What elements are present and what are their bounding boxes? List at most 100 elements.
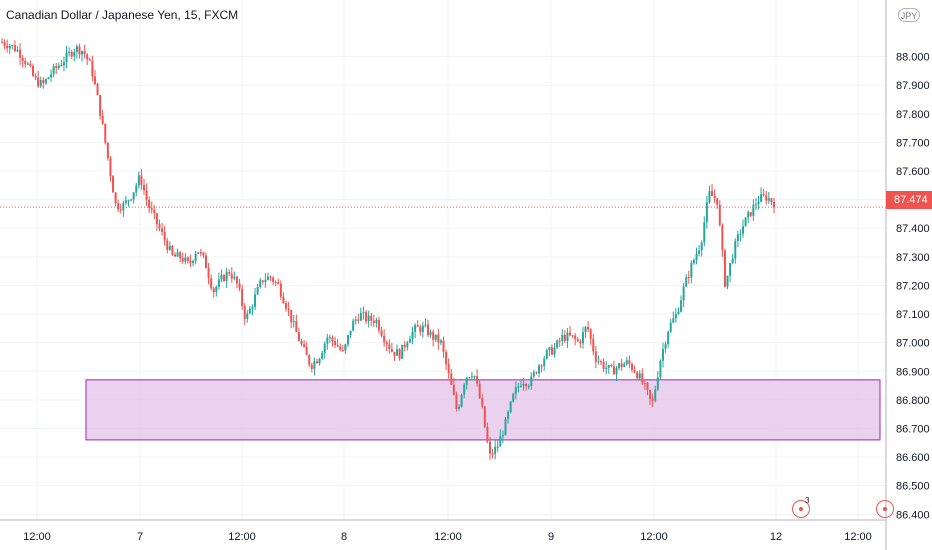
candle-body bbox=[646, 382, 649, 391]
candle-body bbox=[323, 343, 326, 353]
candle-body bbox=[158, 224, 161, 229]
candle-body bbox=[365, 312, 368, 322]
candle-body bbox=[230, 273, 233, 279]
candle-body bbox=[254, 294, 257, 307]
candle-body bbox=[96, 83, 99, 96]
candle-body bbox=[388, 344, 391, 349]
candle-body bbox=[538, 365, 541, 374]
candle-body bbox=[605, 367, 608, 369]
candle-body bbox=[29, 63, 32, 66]
candle-body bbox=[367, 315, 370, 322]
alert-icon-edge[interactable] bbox=[876, 500, 894, 518]
candle-body bbox=[628, 360, 631, 365]
candle-body bbox=[354, 319, 357, 321]
candle-body bbox=[308, 354, 311, 365]
candle-body bbox=[315, 361, 318, 364]
candle-body bbox=[148, 199, 151, 209]
candle-body bbox=[24, 60, 27, 64]
candle-body bbox=[300, 341, 303, 345]
candle-body bbox=[403, 344, 406, 348]
candle-body bbox=[114, 192, 117, 204]
candle-body bbox=[550, 347, 553, 355]
candle-body bbox=[661, 349, 664, 361]
candle-body bbox=[641, 373, 644, 383]
candle-body bbox=[259, 280, 262, 287]
candle-body bbox=[760, 194, 763, 202]
candle-body bbox=[83, 51, 86, 55]
y-tick-label: 87.900 bbox=[896, 80, 930, 92]
alert-dot bbox=[799, 507, 803, 511]
candle-body bbox=[91, 60, 94, 77]
candle-body bbox=[68, 51, 71, 53]
alert-icon[interactable] bbox=[792, 500, 810, 518]
candle-body bbox=[168, 245, 171, 250]
candle-body bbox=[494, 446, 497, 455]
candle-body bbox=[406, 342, 409, 348]
x-tick-label: 12:00 bbox=[23, 531, 51, 543]
candle-body bbox=[127, 200, 130, 202]
candle-body bbox=[452, 384, 455, 395]
candle-body bbox=[548, 347, 551, 351]
candle-body bbox=[62, 62, 65, 66]
candle-body bbox=[233, 276, 236, 279]
candle-body bbox=[341, 349, 344, 351]
candle-body bbox=[99, 95, 102, 116]
candle-body bbox=[326, 337, 329, 344]
candle-body bbox=[313, 361, 316, 369]
candle-body bbox=[140, 175, 143, 186]
candle-body bbox=[633, 369, 636, 373]
candle-body bbox=[204, 255, 207, 269]
candle-body bbox=[543, 358, 546, 366]
candle-body bbox=[649, 390, 652, 399]
candle-body bbox=[692, 259, 695, 264]
candle-body bbox=[88, 59, 91, 61]
y-tick-label: 86.700 bbox=[896, 423, 930, 435]
candle-body bbox=[535, 372, 538, 374]
candle-body bbox=[476, 376, 479, 384]
candle-body bbox=[119, 209, 122, 211]
candle-body bbox=[21, 57, 24, 61]
candle-body bbox=[163, 231, 166, 241]
candle-body bbox=[225, 271, 228, 282]
candle-body bbox=[287, 308, 290, 310]
candle-body bbox=[669, 322, 672, 332]
candle-body bbox=[566, 332, 569, 341]
candle-body bbox=[465, 377, 468, 385]
candle-body bbox=[166, 240, 169, 250]
candle-body bbox=[143, 185, 146, 191]
candle-body bbox=[117, 203, 120, 210]
candle-body bbox=[359, 312, 362, 321]
candle-body bbox=[362, 312, 365, 314]
candle-body bbox=[411, 331, 414, 340]
candle-body bbox=[488, 441, 491, 454]
candle-body bbox=[651, 398, 654, 401]
candle-body bbox=[553, 347, 556, 355]
candle-body bbox=[473, 376, 476, 378]
candle-body bbox=[357, 319, 360, 321]
candle-body bbox=[638, 373, 641, 379]
candle-body bbox=[481, 397, 484, 407]
candle-body bbox=[86, 54, 89, 60]
candle-body bbox=[561, 334, 564, 342]
candle-body bbox=[716, 198, 719, 205]
candle-body bbox=[437, 334, 440, 343]
candle-body bbox=[383, 335, 386, 343]
candle-body bbox=[612, 366, 615, 375]
candle-body bbox=[427, 324, 430, 336]
candle-body bbox=[266, 276, 269, 281]
candle-body bbox=[470, 376, 473, 378]
currency-badge[interactable]: JPY bbox=[898, 8, 920, 22]
candle-body bbox=[297, 332, 300, 342]
candle-body bbox=[34, 75, 37, 78]
candle-body bbox=[282, 296, 285, 304]
candle-body bbox=[19, 49, 22, 58]
candle-body bbox=[615, 368, 618, 375]
candle-body bbox=[31, 65, 34, 76]
candle-body bbox=[700, 242, 703, 251]
candle-body bbox=[274, 281, 277, 283]
candle-body bbox=[587, 326, 590, 330]
candle-body bbox=[723, 250, 726, 287]
candle-body bbox=[509, 401, 512, 413]
